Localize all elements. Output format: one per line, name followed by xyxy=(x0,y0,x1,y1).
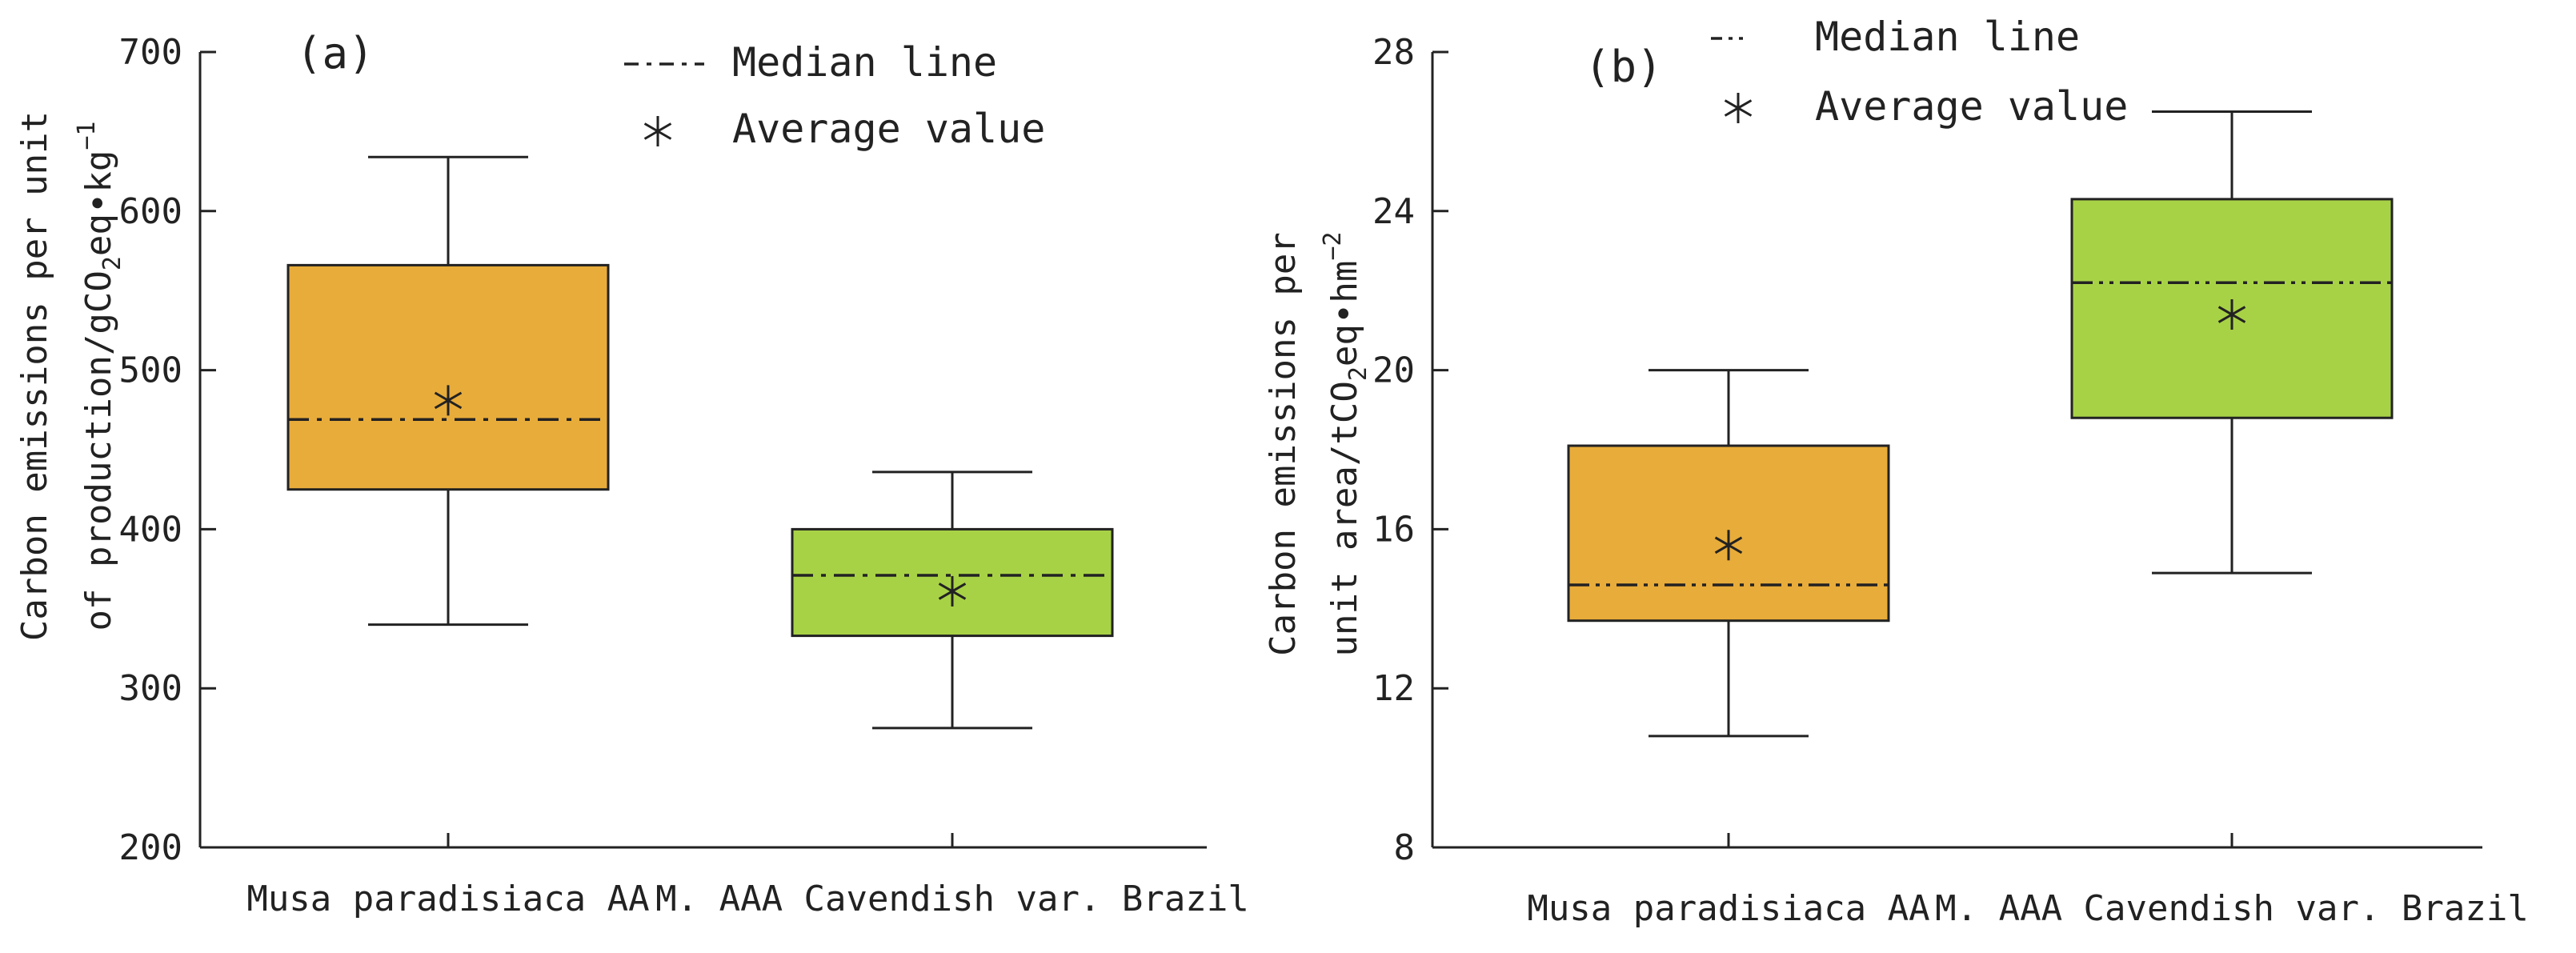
x-tick-label: M. AAA Cavendish var. Brazil xyxy=(1935,888,2529,929)
y-axis-label-line1: Carbon emissions per xyxy=(1263,232,1304,656)
y-tick-label: 24 xyxy=(1372,191,1415,232)
y-tick-label: 500 xyxy=(119,350,182,391)
box-group xyxy=(2070,110,2394,575)
star-stroke xyxy=(938,583,967,600)
x-tick-label: Musa paradisiaca AA xyxy=(1527,888,1929,929)
y-axis-label-text: unit area/tCO xyxy=(1324,381,1365,656)
mean-marker xyxy=(2217,299,2246,330)
box-group xyxy=(791,470,1114,730)
legend-mean-swatch xyxy=(1724,93,1753,123)
box-group xyxy=(1567,369,1890,738)
mean-marker xyxy=(1714,530,1743,561)
star-stroke xyxy=(2217,306,2246,323)
y-axis-label-text-tail: eq•kg xyxy=(78,150,119,256)
y-axis-label-text: of production/gCO xyxy=(78,270,119,631)
legend-median-label: Median line xyxy=(1815,14,2080,60)
y-tick-label: 12 xyxy=(1372,668,1415,709)
panel-b: 8 12 16 20 24 28 Musa paradisiaca AA M. AAA Cav… xyxy=(1263,14,2529,929)
y-axis-label-text-tail: eq•hm xyxy=(1324,261,1365,366)
legend-median-label: Median line xyxy=(732,39,997,86)
x-tick-label: Musa paradisiaca AA xyxy=(246,879,649,919)
mean-marker xyxy=(938,575,967,607)
y-axis-label-line2: unit area/tCO2eq•hm−2 xyxy=(1319,231,1372,656)
panel-a: 200 300 400 500 600 700 Musa paradisiaca AA M. … xyxy=(14,28,1249,919)
x-tick-label: M. AAA Cavendish var. Brazil xyxy=(655,879,1249,919)
iqr-box xyxy=(286,263,610,491)
panel-label: (a) xyxy=(296,28,375,78)
mean-marker xyxy=(434,385,463,416)
y-axis-label-line2: of production/gCO2eq•kg−1 xyxy=(73,122,126,631)
legend-mean-label: Average value xyxy=(732,106,1045,152)
y-axis-label-subscript: 2 xyxy=(98,256,126,270)
y-tick-label: 300 xyxy=(119,668,182,709)
y-tick-label: 8 xyxy=(1394,827,1416,868)
y-axis-label-superscript: −1 xyxy=(73,122,101,150)
y-axis-label-superscript: −2 xyxy=(1319,231,1347,260)
y-tick-label: 200 xyxy=(119,827,182,868)
y-tick-label: 28 xyxy=(1372,32,1415,73)
y-axis-label-line1: Carbon emissions per unit xyxy=(14,111,55,641)
star-stroke xyxy=(1724,99,1753,117)
panel-label: (b) xyxy=(1584,42,1663,92)
iqr-box xyxy=(1567,444,1890,623)
y-tick-label: 700 xyxy=(119,32,182,73)
y-axis-label-subscript: 2 xyxy=(1344,366,1372,381)
legend-mean-label: Average value xyxy=(1815,83,2128,130)
star-stroke xyxy=(434,391,463,410)
y-tick-label: 16 xyxy=(1372,509,1415,550)
star-stroke xyxy=(643,122,672,140)
box-group xyxy=(286,155,610,627)
star-stroke xyxy=(1714,536,1743,555)
y-tick-label: 400 xyxy=(119,509,182,550)
y-tick-label: 600 xyxy=(119,191,182,232)
legend-mean-swatch xyxy=(643,116,672,146)
y-tick-label: 20 xyxy=(1372,350,1415,391)
